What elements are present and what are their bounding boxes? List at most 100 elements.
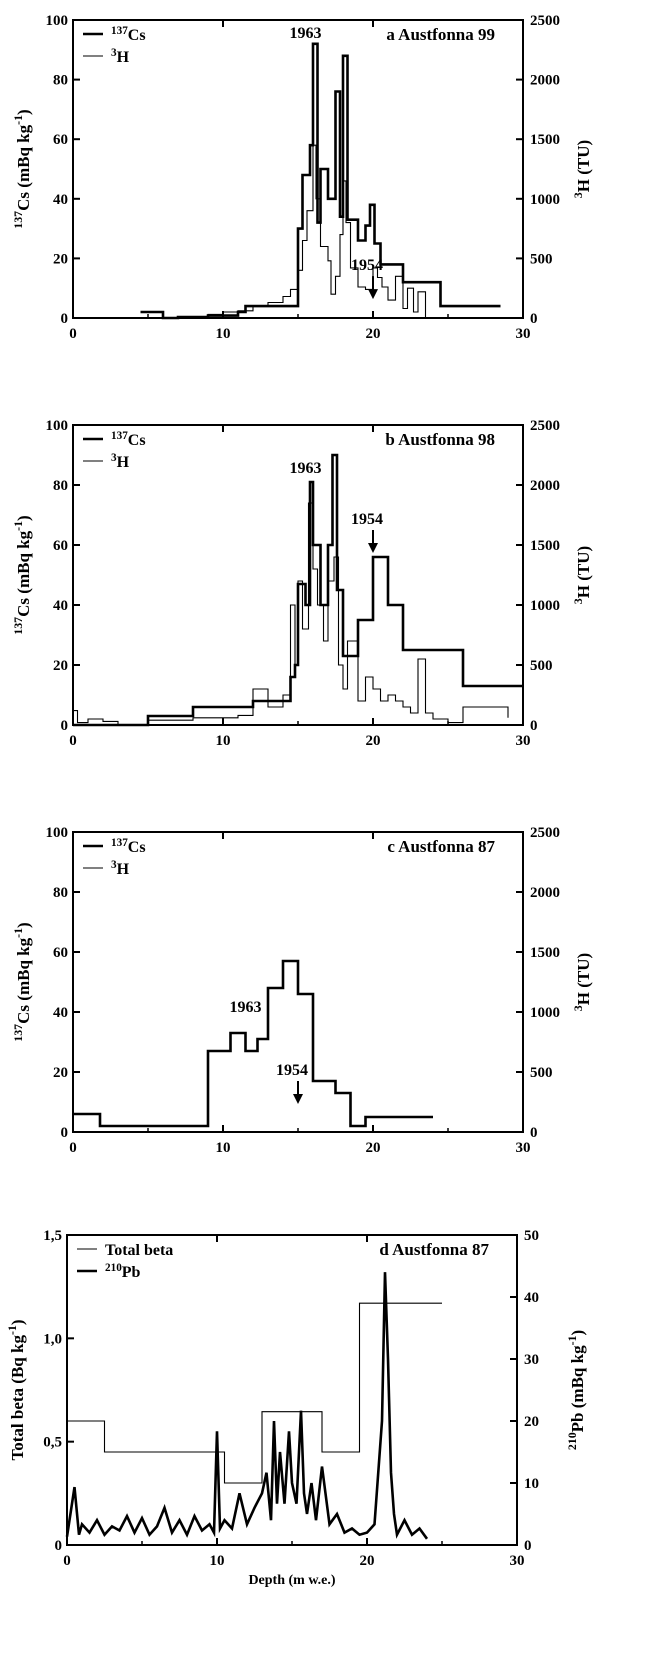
x-tick-label: 10 bbox=[210, 1553, 225, 1569]
annotation-label: 1954 bbox=[351, 257, 383, 274]
x-tick-label: 10 bbox=[216, 733, 231, 749]
y-left-tick-label: 0,5 bbox=[43, 1435, 62, 1451]
y-right-tick-label: 1500 bbox=[530, 538, 560, 554]
y-left-tick-label: 80 bbox=[53, 885, 68, 901]
x-tick-label: 30 bbox=[516, 1140, 531, 1156]
x-tick-label: 0 bbox=[63, 1553, 71, 1569]
y-right-tick-label: 2500 bbox=[530, 13, 560, 29]
y-right-tick-label: 500 bbox=[530, 251, 553, 267]
y-right-tick-label: 40 bbox=[524, 1290, 539, 1306]
legend-label: 3H bbox=[111, 47, 130, 66]
x-tick-label: 20 bbox=[366, 1140, 381, 1156]
x-tick-label: 0 bbox=[69, 326, 77, 342]
y-right-tick-label: 500 bbox=[530, 658, 553, 674]
y-right-tick-label: 2500 bbox=[530, 825, 560, 841]
panel-title: b Austfonna 98 bbox=[385, 430, 495, 449]
legend-label: 3H bbox=[111, 452, 130, 471]
y-right-tick-label: 20 bbox=[524, 1414, 539, 1430]
annotation-label: 1963 bbox=[290, 460, 322, 477]
y-left-tick-label: 100 bbox=[46, 418, 69, 434]
y-left-tick-label: 0 bbox=[61, 311, 69, 327]
series-line-3h bbox=[178, 144, 427, 318]
y-right-tick-label: 0 bbox=[530, 311, 538, 327]
annotation-label: 1963 bbox=[290, 25, 322, 42]
series-line-3h bbox=[73, 502, 509, 726]
annotation-arrow-head bbox=[368, 289, 378, 300]
series-line-137cs bbox=[73, 959, 433, 1128]
y-left-axis-title: Total beta (Bq kg-1) bbox=[5, 1319, 27, 1460]
y-right-tick-label: 0 bbox=[524, 1538, 532, 1554]
y-right-tick-label: 2000 bbox=[530, 885, 560, 901]
x-tick-label: 0 bbox=[69, 733, 77, 749]
x-axis-title: Depth (m w.e.) bbox=[248, 1573, 335, 1588]
x-tick-label: 30 bbox=[510, 1553, 525, 1569]
legend-label: Total beta bbox=[105, 1242, 173, 1259]
y-left-tick-label: 40 bbox=[53, 598, 68, 614]
legend-label: 210Pb bbox=[105, 1262, 141, 1281]
y-left-tick-label: 100 bbox=[46, 825, 69, 841]
panel-title: a Austfonna 99 bbox=[386, 25, 495, 44]
series-line-210pb bbox=[67, 1302, 442, 1484]
y-left-tick-label: 1,5 bbox=[43, 1228, 62, 1244]
annotation-label: 1963 bbox=[230, 999, 262, 1016]
panel-title: c Austfonna 87 bbox=[387, 837, 495, 856]
y-right-tick-label: 500 bbox=[530, 1065, 553, 1081]
y-left-tick-label: 80 bbox=[53, 73, 68, 89]
x-tick-label: 20 bbox=[366, 326, 381, 342]
y-left-tick-label: 40 bbox=[53, 1005, 68, 1021]
y-right-tick-label: 30 bbox=[524, 1352, 539, 1368]
y-right-tick-label: 0 bbox=[530, 1125, 538, 1141]
y-left-tick-label: 20 bbox=[53, 1065, 68, 1081]
y-left-tick-label: 60 bbox=[53, 945, 68, 961]
annotation-label: 1954 bbox=[351, 511, 383, 528]
y-left-tick-label: 1,0 bbox=[43, 1331, 62, 1347]
y-left-axis-title: 137Cs (mBq kg-1) bbox=[11, 109, 33, 228]
y-left-axis-title: 137Cs (mBq kg-1) bbox=[11, 515, 33, 634]
x-tick-label: 10 bbox=[216, 1140, 231, 1156]
series-line-137cs bbox=[73, 453, 523, 727]
y-left-tick-label: 40 bbox=[53, 192, 68, 208]
y-right-axis-title: 3H (TU) bbox=[571, 140, 593, 198]
chart-panel-c: 0 10 20 30020406080100050010001500200025001… bbox=[11, 825, 593, 1156]
legend-label: 137Cs bbox=[111, 25, 146, 44]
y-right-tick-label: 2000 bbox=[530, 478, 560, 494]
chart-panel-a: 0 10 20 30020406080100050010001500200025001… bbox=[11, 13, 593, 342]
y-left-tick-label: 60 bbox=[53, 538, 68, 554]
y-right-tick-label: 2500 bbox=[530, 418, 560, 434]
y-left-tick-label: 60 bbox=[53, 132, 68, 148]
y-right-tick-label: 1000 bbox=[530, 1005, 560, 1021]
y-right-axis-title: 3H (TU) bbox=[571, 546, 593, 604]
plot-frame bbox=[66, 1234, 518, 1546]
series-line-137cs bbox=[140, 42, 501, 320]
y-right-tick-label: 0 bbox=[530, 718, 538, 734]
y-right-tick-label: 1000 bbox=[530, 598, 560, 614]
annotation-arrow-head bbox=[293, 1094, 303, 1104]
y-right-axis-title: 210Pb (mBq kg-1) bbox=[565, 1330, 587, 1450]
y-right-tick-label: 1500 bbox=[530, 945, 560, 961]
x-tick-label: 0 bbox=[69, 1140, 77, 1156]
x-tick-label: 10 bbox=[216, 326, 231, 342]
series-line-total-beta bbox=[65, 1272, 429, 1540]
y-left-tick-label: 0 bbox=[55, 1538, 63, 1554]
y-right-tick-label: 2000 bbox=[530, 73, 560, 89]
annotation-arrow-head bbox=[368, 543, 378, 553]
x-tick-label: 30 bbox=[516, 326, 531, 342]
y-left-tick-label: 20 bbox=[53, 251, 68, 267]
y-right-tick-label: 10 bbox=[524, 1476, 539, 1492]
y-left-tick-label: 20 bbox=[53, 658, 68, 674]
y-left-tick-label: 0 bbox=[61, 1125, 69, 1141]
y-right-tick-label: 1000 bbox=[530, 192, 560, 208]
y-left-tick-label: 0 bbox=[61, 718, 69, 734]
legend-label: 137Cs bbox=[111, 430, 146, 449]
x-tick-label: 30 bbox=[516, 733, 531, 749]
y-right-tick-label: 1500 bbox=[530, 132, 560, 148]
annotation-label: 1954 bbox=[276, 1062, 308, 1079]
y-right-axis-title: 3H (TU) bbox=[571, 953, 593, 1011]
panel-title: d Austfonna 87 bbox=[379, 1240, 489, 1259]
y-right-tick-label: 50 bbox=[524, 1228, 539, 1244]
x-tick-label: 20 bbox=[366, 733, 381, 749]
y-left-tick-label: 100 bbox=[46, 13, 69, 29]
legend-label: 137Cs bbox=[111, 837, 146, 856]
